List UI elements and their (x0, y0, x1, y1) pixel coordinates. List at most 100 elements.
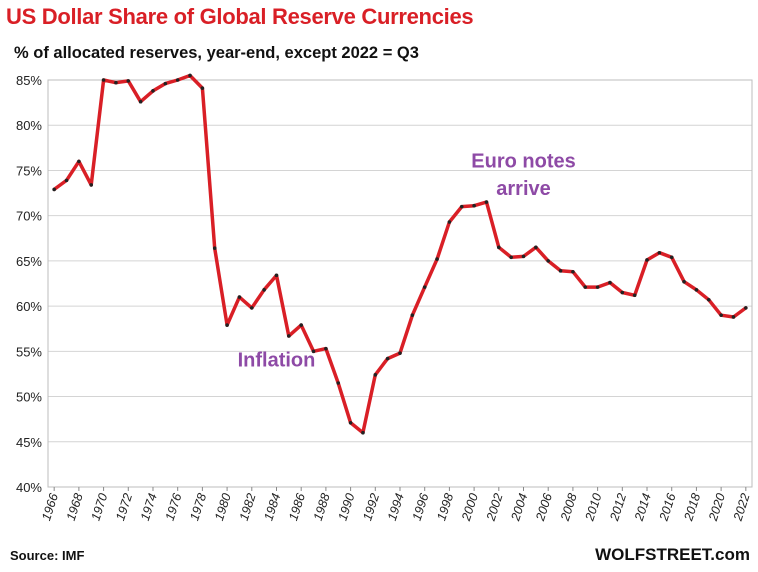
data-point (348, 420, 353, 425)
x-tick-label: 1998 (434, 492, 456, 523)
data-point (435, 257, 439, 261)
annotation-label: arrive (496, 178, 551, 200)
data-point (324, 346, 328, 351)
data-point (52, 187, 56, 192)
x-tick-label: 1994 (385, 492, 407, 523)
y-tick-label: 80% (16, 118, 42, 133)
x-tick-label: 1986 (286, 492, 308, 523)
data-point (126, 79, 131, 83)
data-point (422, 285, 427, 289)
data-point (669, 255, 674, 260)
data-point (694, 288, 699, 292)
data-point (89, 183, 94, 187)
data-point (521, 254, 526, 259)
data-point (361, 430, 365, 435)
y-tick-label: 75% (16, 163, 42, 178)
data-point (645, 258, 649, 262)
data-point (77, 159, 81, 164)
data-point (188, 73, 192, 78)
x-tick-label: 1992 (360, 492, 382, 523)
chart-subtitle: % of allocated reserves, year-end, excep… (14, 44, 419, 62)
x-tick-label: 2018 (681, 492, 703, 524)
data-point (620, 290, 625, 295)
data-point (546, 259, 551, 263)
data-point (311, 349, 316, 354)
data-point (64, 178, 69, 183)
y-tick-label: 50% (16, 390, 42, 405)
y-tick-label: 65% (16, 254, 42, 269)
data-point (608, 280, 612, 285)
annotation-label: Inflation (238, 350, 316, 372)
x-tick-label: 1970 (89, 492, 111, 523)
x-tick-label: 2008 (558, 492, 580, 524)
data-point (287, 334, 291, 338)
x-tick-label: 2006 (533, 492, 555, 524)
source-note: Source: IMF (10, 548, 85, 563)
x-tick-label: 1968 (64, 492, 86, 523)
data-point (336, 381, 341, 385)
data-point (719, 313, 723, 317)
x-tick-label: 1988 (311, 492, 333, 523)
y-tick-label: 85% (16, 73, 42, 88)
plot-frame (47, 79, 753, 488)
data-point (274, 273, 279, 278)
data-point (583, 285, 588, 289)
data-point (225, 323, 229, 327)
x-tick-label: 1966 (39, 492, 61, 523)
data-point (299, 323, 303, 327)
x-tick-label: 2020 (706, 492, 728, 524)
y-tick-label: 55% (16, 344, 42, 359)
x-tick-label: 1974 (138, 492, 160, 523)
data-point (595, 285, 600, 289)
annotation-label: Euro notes (471, 151, 575, 173)
x-tick-label: 2002 (483, 492, 505, 524)
data-point (459, 204, 464, 209)
x-tick-label: 2012 (607, 492, 629, 524)
data-point (632, 293, 637, 298)
x-tick-label: 1976 (163, 492, 185, 523)
y-tick-label: 40% (16, 480, 42, 495)
data-point (731, 315, 736, 319)
data-point (657, 250, 662, 255)
data-point (484, 200, 489, 204)
x-tick-label: 2004 (508, 492, 530, 524)
x-tick-label: 1972 (113, 492, 135, 523)
x-tick-label: 2000 (459, 492, 481, 524)
data-point (163, 81, 168, 86)
y-tick-label: 70% (16, 209, 42, 224)
data-point (151, 89, 155, 93)
data-point (682, 279, 686, 284)
y-tick-label: 45% (16, 435, 42, 450)
data-point (571, 269, 575, 274)
brand-logo-text: WOLFSTREET.com (595, 545, 750, 564)
data-point (212, 246, 217, 251)
x-tick-label: 2022 (730, 492, 752, 524)
x-tick-label: 1978 (187, 492, 209, 523)
x-tick-label: 1984 (261, 492, 283, 523)
data-point (472, 203, 476, 208)
data-point (398, 351, 402, 355)
x-tick-label: 2014 (632, 492, 654, 524)
data-point (262, 288, 266, 292)
data-point (175, 78, 180, 82)
data-point (744, 306, 748, 310)
data-point (200, 86, 205, 90)
x-tick-label: 1980 (212, 492, 234, 523)
series-line-usd-share (52, 73, 748, 435)
data-point (114, 80, 118, 85)
x-tick-label: 2016 (656, 492, 678, 524)
data-point (101, 78, 106, 82)
data-point (249, 306, 254, 310)
data-point (373, 373, 378, 377)
chart-title: US Dollar Share of Global Reserve Curren… (6, 4, 474, 29)
data-point (237, 295, 242, 299)
data-point (385, 356, 390, 361)
x-tick-label: 1990 (336, 492, 358, 523)
x-tick-label: 1982 (237, 492, 259, 523)
data-point (509, 255, 513, 260)
data-point (706, 297, 711, 302)
x-tick-label: 1996 (410, 492, 432, 523)
data-point (410, 313, 415, 317)
x-tick-label: 2010 (582, 492, 604, 524)
